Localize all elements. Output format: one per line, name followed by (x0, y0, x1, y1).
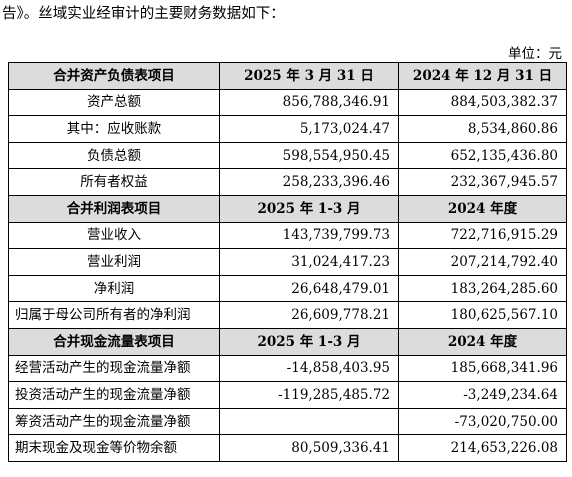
value-cell: 207,214,792.40 (398, 248, 567, 276)
header-cell: 2024 年度 (398, 327, 567, 356)
value-cell: 722,716,915.29 (398, 221, 567, 250)
value-cell: 652,135,436.80 (398, 141, 567, 170)
value-cell: 8,534,860.86 (398, 115, 567, 143)
value-cell: 26,648,479.01 (219, 274, 399, 303)
header-cell: 合并利润表项目 (8, 194, 220, 223)
table-row: 经营活动产生的现金流量净额 -14,858,403.95 185,668,341… (8, 354, 567, 383)
value-cell: 80,509,336.41 (219, 434, 399, 462)
value-cell: 31,024,417.23 (219, 248, 399, 276)
table-row: 资产总额 856,788,346.91 884,503,382.37 (8, 88, 567, 117)
unit-label: 单位：元 (508, 46, 562, 62)
row-label: 所有者权益 (8, 168, 220, 196)
value-cell: -119,285,485.72 (219, 381, 399, 409)
header-cell: 2025 年 1-3 月 (219, 327, 399, 356)
row-label: 其中：应收账款 (8, 115, 220, 143)
row-label: 投资活动产生的现金流量净额 (8, 381, 220, 409)
section-header-income-statement: 合并利润表项目 2025 年 1-3 月 2024 年度 (8, 194, 567, 223)
table-row: 归属于母公司所有者的净利润 26,609,778.21 180,625,567.… (8, 301, 567, 329)
value-cell: 884,503,382.37 (398, 88, 567, 117)
section-header-balance-sheet: 合并资产负债表项目 2025 年 3 月 31 日 2024 年 12 月 31… (8, 62, 567, 90)
row-label: 经营活动产生的现金流量净额 (8, 354, 220, 383)
table-row: 净利润 26,648,479.01 183,264,285.60 (8, 274, 567, 303)
value-cell: 143,739,799.73 (219, 221, 399, 250)
value-cell: -73,020,750.00 (398, 407, 567, 436)
table-row: 所有者权益 258,233,396.46 232,367,945.57 (8, 168, 567, 196)
value-cell: 856,788,346.91 (219, 88, 399, 117)
value-cell: 5,173,024.47 (219, 115, 399, 143)
table-row: 其中：应收账款 5,173,024.47 8,534,860.86 (8, 115, 567, 143)
row-label: 负债总额 (8, 141, 220, 170)
value-cell: 26,609,778.21 (219, 301, 399, 329)
row-label: 期末现金及现金等价物余额 (8, 434, 220, 462)
table-row: 投资活动产生的现金流量净额 -119,285,485.72 -3,249,234… (8, 381, 567, 409)
intro-text: 告》。丝域实业经审计的主要财务数据如下： (2, 6, 285, 22)
row-label: 归属于母公司所有者的净利润 (8, 301, 220, 329)
value-cell: 183,264,285.60 (398, 274, 567, 303)
row-label: 资产总额 (8, 88, 220, 117)
financial-data-table: 合并资产负债表项目 2025 年 3 月 31 日 2024 年 12 月 31… (8, 62, 567, 462)
header-cell: 合并资产负债表项目 (8, 62, 220, 90)
row-label: 营业利润 (8, 248, 220, 276)
header-cell: 2025 年 3 月 31 日 (219, 62, 399, 90)
header-cell: 2025 年 1-3 月 (219, 194, 399, 223)
table-row: 期末现金及现金等价物余额 80,509,336.41 214,653,226.0… (8, 434, 567, 462)
value-cell: 185,668,341.96 (398, 354, 567, 383)
table-row: 负债总额 598,554,950.45 652,135,436.80 (8, 141, 567, 170)
header-cell: 2024 年度 (398, 194, 567, 223)
value-cell: 258,233,396.46 (219, 168, 399, 196)
table-row: 营业利润 31,024,417.23 207,214,792.40 (8, 248, 567, 276)
section-header-cash-flow: 合并现金流量表项目 2025 年 1-3 月 2024 年度 (8, 327, 567, 356)
row-label: 筹资活动产生的现金流量净额 (8, 407, 220, 436)
value-cell: -14,858,403.95 (219, 354, 399, 383)
value-cell: 180,625,567.10 (398, 301, 567, 329)
value-cell (219, 407, 399, 436)
table-row: 营业收入 143,739,799.73 722,716,915.29 (8, 221, 567, 250)
table-row: 筹资活动产生的现金流量净额 -73,020,750.00 (8, 407, 567, 436)
row-label: 净利润 (8, 274, 220, 303)
header-cell: 合并现金流量表项目 (8, 327, 220, 356)
header-cell: 2024 年 12 月 31 日 (398, 62, 567, 90)
value-cell: 232,367,945.57 (398, 168, 567, 196)
row-label: 营业收入 (8, 221, 220, 250)
value-cell: 598,554,950.45 (219, 141, 399, 170)
value-cell: 214,653,226.08 (398, 434, 567, 462)
value-cell: -3,249,234.64 (398, 381, 567, 409)
